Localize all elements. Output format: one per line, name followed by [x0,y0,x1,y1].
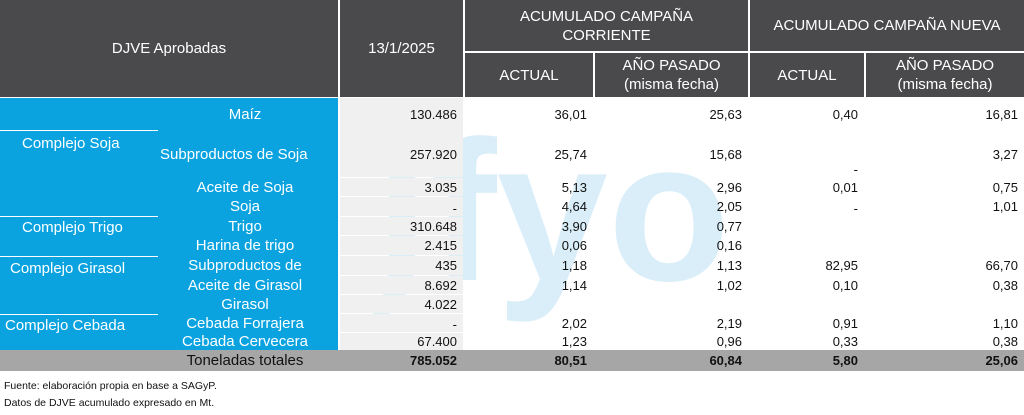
cell-djve: 130.486 [340,98,463,131]
cell-cn-actual [750,295,864,313]
cell-cc-pasado: 0,96 [716,334,742,349]
cell-djve: - [340,197,463,216]
cell-cn-actual: - [853,201,858,216]
row-label: Soja [229,198,261,215]
cell-cn-actual: 0,10 [832,277,858,293]
cell-cn-pasado: 1,10 [992,315,1018,331]
cell-cc-pasado: 15,68 [709,146,742,162]
header-pasado-current: AÑO PASADO (misma fecha) [595,53,748,97]
total-label: Toneladas totales [186,352,304,369]
misma-fecha-label: (misma fecha) [623,76,720,93]
cell-cc-pasado: 0,16 [716,238,742,253]
cell-djve: 8.692 [340,276,463,294]
cell-cc-actual: 1,14 [561,277,587,293]
cell-djve: 67.400 [340,333,463,350]
cell-cn-pasado: 0,38 [992,334,1018,349]
row-label: Cebada Cervecera [182,333,308,350]
group-complejo-cebada: Complejo Cebada [5,316,126,334]
cell-cc-actual: 1,18 [561,258,587,273]
header-date: 13/1/2025 [340,0,463,97]
cell-cc-actual [465,295,593,313]
total-cn-actual: 5,80 [832,353,858,368]
cell-cc-pasado: 1,02 [716,277,742,293]
cell-cn-actual: 0,40 [832,107,858,122]
row-label: Girasol [221,295,269,313]
cell-cn-pasado: 1,01 [992,199,1018,214]
cell-cn-actual: 82,95 [825,258,858,273]
cell-cc-pasado: 2,96 [716,179,742,195]
cell-cc-actual: 36,01 [554,107,587,122]
header-actual-new: ACTUAL [750,53,864,97]
anio-pasado-label: AÑO PASADO [622,57,721,74]
cell-cn-actual: 0,91 [832,315,858,331]
cell-cc-actual: 5,13 [561,179,587,195]
cell-cc-pasado: 2,05 [716,199,742,214]
units-note: Datos de DJVE acumulado expresado en Mt. [4,397,215,409]
cell-cn-pasado [866,295,1024,313]
cell-cc-actual: 2,02 [561,315,587,331]
cell-cc-actual: 4,64 [561,199,587,214]
misma-fecha-label: (misma fecha) [897,76,993,93]
cell-cc-pasado: 0,77 [716,218,742,234]
row-label: Harina de trigo [195,237,295,254]
header-pasado-new: AÑO PASADO (misma fecha) [866,53,1024,97]
cell-cn-pasado: 66,70 [985,258,1018,273]
cell-cn-pasado: 0,75 [992,179,1018,195]
total-djve: 785.052 [410,353,457,368]
category-column [0,98,338,350]
cell-djve: 4.022 [340,295,463,313]
cell-cc-actual: 25,74 [554,146,587,162]
group-complejo-trigo: Complejo Trigo [22,218,123,236]
cell-cn-pasado [866,217,1024,235]
cell-cc-pasado: 2,19 [716,315,742,331]
row-label: Subproductos de [188,257,302,274]
total-cn-pasado: 25,06 [985,353,1018,368]
cell-djve: 3.035 [340,178,463,196]
row-label: Subproductos de Soja [160,145,308,163]
header-group-new: ACUMULADO CAMPAÑA NUEVA [750,0,1024,51]
cell-djve: 310.648 [340,217,463,235]
header-title: DJVE Aprobadas [0,0,338,97]
cell-cc-pasado: 1,13 [716,258,742,273]
cell-cn-actual [750,217,864,235]
cell-djve: 257.920 [340,131,463,177]
source-note: Fuente: elaboración propia en base a SAG… [4,380,217,392]
cell-cn-pasado [866,236,1024,255]
total-cc-actual: 80,51 [554,353,587,368]
group-complejo-girasol: Complejo Girasol [10,259,126,277]
cell-cn-actual: - [853,162,858,177]
cell-cc-actual: 1,23 [561,334,587,349]
row-label: Aceite de Soja [196,178,294,196]
cell-cn-pasado: 16,81 [985,107,1018,122]
group-complejo-soja: Complejo Soja [22,134,120,152]
cell-cc-pasado [595,295,748,313]
cell-cn-actual [750,236,864,255]
row-label: Cebada Forrajera [186,314,304,332]
cell-cn-pasado: 3,27 [992,146,1018,162]
cell-cn-pasado: 0,38 [992,277,1018,293]
cell-djve: 2.415 [340,236,463,255]
row-label: Trigo [228,217,262,235]
header-group-current: ACUMULADO CAMPAÑA CORRIENTE [465,0,748,51]
row-label: Aceite de Girasol [187,276,303,294]
anio-pasado-label: AÑO PASADO [895,57,995,74]
cell-cc-pasado: 25,63 [709,107,742,122]
cell-cn-actual: 0,33 [832,334,858,349]
header-actual-current: ACTUAL [465,53,593,97]
total-cc-pasado: 60,84 [709,353,742,368]
cell-cc-actual: 0,06 [561,238,587,253]
total-row [0,350,1024,371]
cell-cc-actual: 3,90 [561,218,587,234]
row-label: Maíz [228,106,262,123]
cell-djve: - [340,314,463,332]
cell-djve: 435 [340,256,463,275]
cell-cn-actual: 0,01 [832,179,858,195]
